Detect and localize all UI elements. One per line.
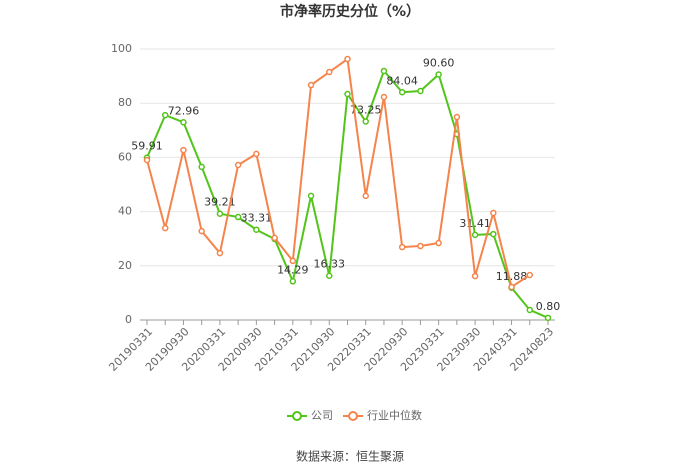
point	[526, 306, 534, 314]
legend-label: 行业中位数	[367, 408, 422, 422]
point	[216, 210, 224, 217]
point	[362, 118, 369, 125]
source: 数据来源：恒生聚源	[296, 449, 404, 464]
point	[508, 283, 515, 291]
point	[326, 272, 333, 279]
legend-marker	[348, 411, 358, 421]
value-label: 14.29	[277, 263, 309, 276]
point	[380, 67, 388, 75]
point	[398, 243, 406, 251]
point	[326, 68, 333, 76]
point	[453, 113, 461, 121]
point	[362, 192, 369, 200]
point	[471, 231, 479, 239]
series-line	[146, 57, 531, 289]
point	[180, 119, 187, 126]
point	[490, 230, 497, 238]
point	[271, 234, 278, 242]
point	[198, 227, 205, 235]
point	[544, 314, 552, 322]
point	[143, 156, 151, 164]
value-label: 0.80	[536, 300, 561, 313]
point	[471, 272, 479, 280]
value-label: 31.41	[459, 217, 491, 230]
point	[161, 111, 169, 119]
legend-marker	[292, 411, 302, 421]
series-line	[146, 68, 549, 319]
value-label: 59.91	[131, 140, 163, 153]
y-tick-label: 80	[118, 96, 132, 109]
point	[435, 239, 442, 247]
y-tick-label: 40	[118, 205, 132, 218]
value-label: 11.88	[496, 270, 528, 283]
value-label: 84.04	[386, 74, 418, 87]
point	[253, 150, 260, 158]
y-tick-label: 0	[125, 313, 132, 326]
point	[435, 71, 442, 78]
chart-title: 市净率历史分位（%）	[280, 3, 420, 20]
point	[180, 146, 187, 154]
point	[307, 81, 315, 89]
y-tick-label: 100	[111, 42, 132, 55]
point	[490, 209, 497, 217]
value-label: 33.31	[241, 212, 273, 225]
point	[380, 93, 388, 101]
point	[417, 87, 424, 95]
point	[161, 224, 169, 232]
point	[344, 55, 351, 63]
point	[234, 213, 242, 221]
value-label: 16.33	[314, 258, 346, 271]
value-label: 90.60	[423, 56, 455, 69]
y-tick-label: 20	[118, 259, 132, 272]
value-label: 39.21	[204, 196, 236, 209]
point	[198, 163, 205, 171]
legend-label: 公司	[311, 409, 333, 422]
point	[398, 89, 406, 96]
point	[289, 257, 297, 265]
value-label: 72.96	[168, 104, 200, 117]
point	[344, 90, 351, 98]
point	[307, 192, 315, 200]
y-tick-label: 60	[118, 150, 132, 163]
point	[417, 242, 424, 250]
point	[289, 278, 297, 285]
point	[526, 271, 534, 279]
point	[234, 161, 242, 169]
point	[253, 226, 260, 233]
point	[216, 249, 224, 257]
value-label: 73.25	[350, 103, 382, 116]
